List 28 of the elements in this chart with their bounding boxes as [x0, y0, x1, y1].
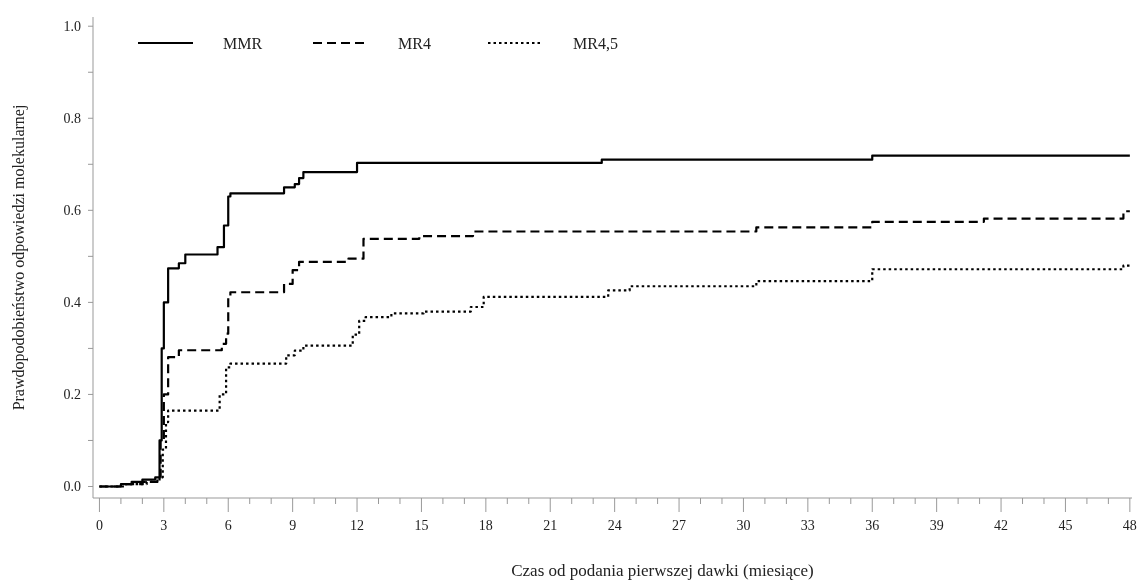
x-tick-label: 42	[994, 518, 1009, 533]
x-tick-label: 27	[672, 518, 687, 533]
legend-label: MR4,5	[573, 34, 618, 52]
x-tick-label: 6	[224, 518, 232, 533]
x-tick-label: 12	[350, 518, 365, 533]
y-tick-label: 0.6	[63, 203, 81, 219]
x-tick-label: 39	[929, 518, 944, 533]
y-tick-label: 1.0	[63, 19, 81, 35]
legend-label: MMR	[223, 34, 263, 52]
y-tick-label: 0.8	[63, 111, 81, 127]
y-axis-title: Prawdopodobieństwo odpowiedzi molekularnej	[10, 104, 28, 411]
y-tick-label: 0.2	[63, 387, 81, 403]
x-tick-label: 3	[160, 518, 168, 533]
x-tick-label: 30	[736, 518, 751, 533]
x-tick-label: 9	[289, 518, 297, 533]
x-tick-label: 45	[1058, 518, 1073, 533]
x-tick-label: 36	[865, 518, 880, 533]
x-tick-label: 0	[95, 518, 103, 533]
x-tick-label: 48	[1122, 518, 1137, 533]
x-tick-label: 33	[800, 518, 815, 533]
x-tick-label: 21	[543, 518, 558, 533]
x-tick-label: 15	[414, 518, 429, 533]
x-axis-title: Czas od podania pierwszej dawki (miesiące)	[511, 561, 814, 580]
legend-label: MR4	[398, 34, 431, 52]
x-tick-label: 24	[607, 518, 622, 533]
x-tick-label: 18	[478, 518, 493, 533]
y-tick-label: 0.0	[63, 479, 81, 495]
y-tick-label: 0.4	[63, 295, 81, 311]
